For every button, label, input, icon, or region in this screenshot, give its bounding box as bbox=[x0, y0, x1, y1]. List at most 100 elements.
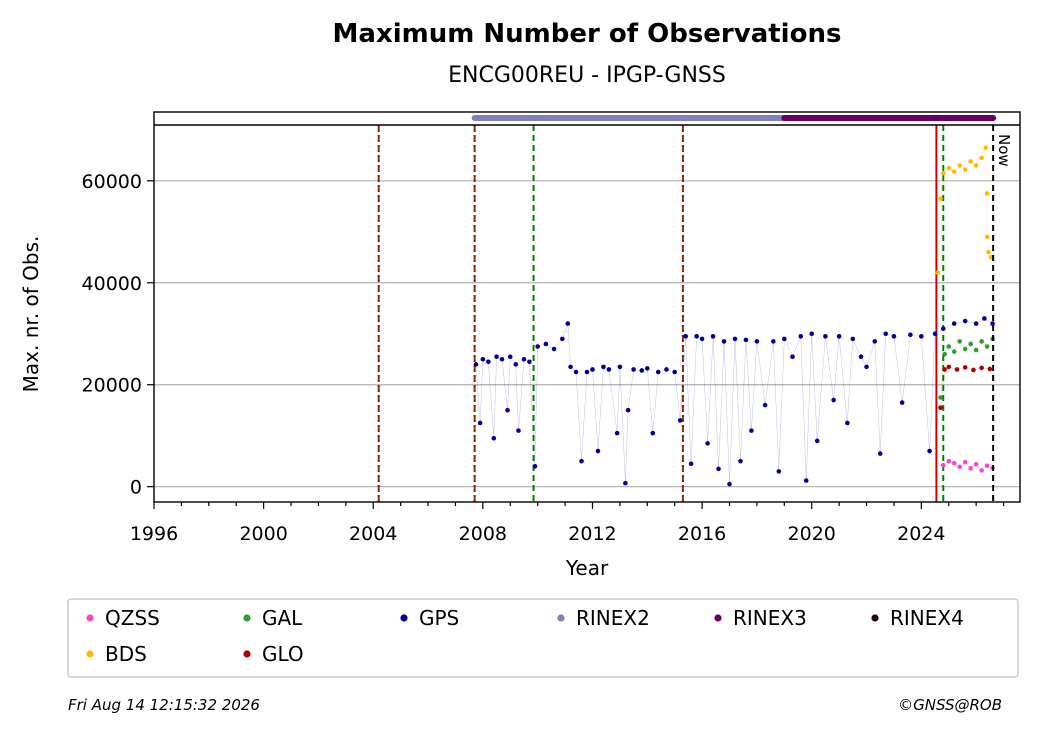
footer-credit: ©GNSS@ROB bbox=[898, 696, 1002, 714]
legend-marker-qzss bbox=[86, 614, 94, 622]
x-tick-label: 2020 bbox=[788, 523, 836, 545]
data-point-gps bbox=[831, 397, 836, 403]
data-point-gps bbox=[521, 356, 527, 362]
data-point-gps bbox=[694, 334, 699, 339]
data-point-gps bbox=[705, 441, 710, 446]
data-point-gps bbox=[738, 458, 743, 464]
data-point-gal bbox=[984, 344, 990, 349]
data-point-glo bbox=[954, 367, 960, 372]
data-point-qzss bbox=[957, 464, 963, 470]
data-point-gps bbox=[623, 480, 628, 486]
data-point-bds bbox=[984, 234, 990, 240]
data-point-gal bbox=[957, 339, 963, 344]
data-point-gps bbox=[499, 356, 505, 362]
data-point-gps bbox=[677, 418, 683, 423]
data-point-bds bbox=[983, 145, 989, 150]
series-line-gps bbox=[475, 318, 993, 485]
data-point-gps bbox=[727, 481, 732, 487]
data-point-gps bbox=[899, 400, 905, 405]
x-tick-label: 1996 bbox=[130, 523, 178, 545]
data-point-qzss bbox=[946, 458, 952, 464]
data-point-gps bbox=[532, 464, 538, 469]
y-ticks: 0 20000 40000 60000 bbox=[82, 171, 154, 499]
y-tick-label: 40000 bbox=[82, 273, 142, 295]
data-point-gps bbox=[664, 367, 669, 372]
data-point-gps bbox=[516, 428, 521, 433]
series-line-glo bbox=[940, 366, 990, 408]
data-point-bds bbox=[940, 170, 946, 176]
data-point-gps bbox=[877, 451, 883, 456]
data-point-gps bbox=[771, 339, 776, 344]
data-point-gps bbox=[710, 334, 716, 339]
data-point-gps bbox=[560, 336, 565, 342]
data-point-gps bbox=[601, 364, 606, 370]
data-point-gps bbox=[743, 337, 749, 343]
data-point-gps bbox=[595, 448, 601, 454]
legend-marker-rinex3 bbox=[714, 614, 722, 622]
data-point-gps bbox=[721, 339, 727, 344]
legend-marker-rinex4 bbox=[871, 614, 879, 622]
x-tick-label: 2012 bbox=[568, 523, 616, 545]
legend-label-gal: GAL bbox=[262, 606, 303, 630]
data-point-glo bbox=[942, 367, 947, 372]
data-point-bds bbox=[935, 270, 941, 275]
data-point-gps bbox=[962, 318, 968, 324]
data-point-gps bbox=[527, 359, 532, 365]
data-point-gps bbox=[543, 341, 549, 347]
data-point-gps bbox=[790, 354, 795, 360]
y-tick-label: 0 bbox=[130, 477, 142, 499]
data-point-gal bbox=[951, 349, 957, 354]
legend-marker-glo bbox=[243, 650, 251, 658]
x-tick-label: 2004 bbox=[349, 523, 397, 545]
data-point-gps bbox=[494, 354, 499, 360]
data-point-gps bbox=[973, 321, 979, 326]
x-tick-label: 2016 bbox=[678, 523, 726, 545]
data-point-gps bbox=[655, 369, 661, 375]
data-point-bds bbox=[957, 163, 963, 168]
legend-marker-bds bbox=[86, 650, 94, 658]
data-point-bds bbox=[973, 163, 979, 168]
data-point-gps bbox=[908, 332, 913, 338]
data-point-gps bbox=[606, 367, 612, 372]
event-lines bbox=[377, 125, 945, 502]
data-point-glo bbox=[938, 405, 943, 410]
data-point-qzss bbox=[973, 461, 979, 467]
data-point-gps bbox=[798, 334, 804, 339]
data-point-gps bbox=[507, 354, 513, 360]
data-point-gps bbox=[573, 369, 579, 375]
x-tick-label: 2000 bbox=[239, 523, 287, 545]
data-point-gps bbox=[814, 438, 820, 444]
data-point-bds bbox=[962, 167, 968, 172]
data-point-glo bbox=[987, 366, 993, 372]
data-point-gps bbox=[491, 435, 497, 441]
data-point-qzss bbox=[940, 462, 946, 468]
legend-label-gps: GPS bbox=[419, 606, 459, 630]
data-point-glo bbox=[946, 364, 952, 370]
data-point-gps bbox=[584, 369, 590, 375]
legend-label-rinex3: RINEX3 bbox=[733, 606, 807, 630]
now-label: Now bbox=[995, 134, 1013, 167]
data-point-gps bbox=[762, 402, 768, 408]
data-point-gps bbox=[716, 466, 721, 472]
data-point-gps bbox=[579, 458, 584, 464]
data-point-bds bbox=[986, 249, 991, 255]
data-point-gps bbox=[688, 461, 694, 467]
data-point-gps bbox=[891, 334, 897, 339]
series-line-qzss bbox=[943, 460, 993, 471]
footer-timestamp: Fri Aug 14 12:15:32 2026 bbox=[68, 696, 260, 714]
data-point-gps bbox=[776, 469, 782, 474]
data-point-gps bbox=[631, 367, 636, 372]
data-point-gps bbox=[850, 336, 856, 342]
data-point-gps bbox=[982, 316, 987, 321]
data-point-gal bbox=[942, 351, 947, 357]
data-point-gps bbox=[940, 326, 946, 331]
data-points bbox=[473, 145, 995, 487]
x-axis-label: Year bbox=[565, 556, 609, 580]
data-point-gal bbox=[946, 344, 952, 349]
legend-marker-gal bbox=[243, 614, 251, 622]
data-point-gps bbox=[990, 321, 995, 326]
legend-box bbox=[67, 598, 1019, 678]
chart-title: Maximum Number of Observations bbox=[333, 19, 842, 49]
data-point-gps bbox=[749, 428, 754, 433]
data-point-gps bbox=[732, 336, 738, 342]
